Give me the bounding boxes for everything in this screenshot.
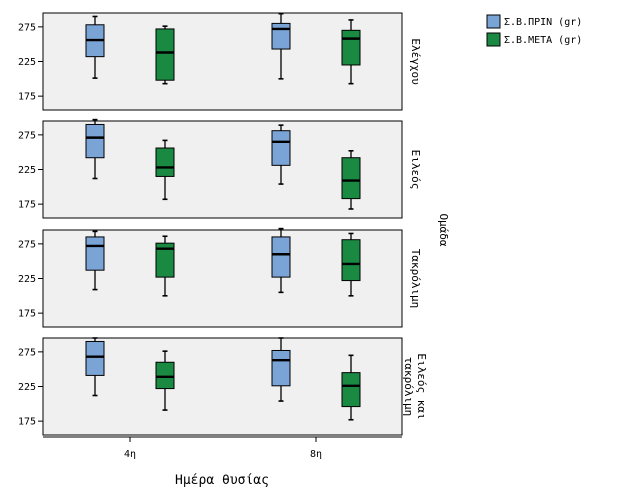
box-iqr	[85, 340, 105, 376]
facet-axis-title: Ομάδα	[437, 213, 450, 246]
y-tick-label: 225	[18, 57, 36, 68]
x-tick-label: 8η	[310, 449, 322, 460]
box-4-2-1	[271, 337, 291, 402]
box-iqr	[85, 123, 105, 159]
box-4-1-1	[85, 337, 105, 397]
box-3-1-2	[155, 235, 175, 297]
box-iqr	[155, 361, 175, 390]
panels-layer: 175 225 275 Ελέγχου 175 225 275 Ειλεός 175 225 275…	[18, 12, 428, 436]
box-iqr	[155, 147, 175, 177]
y-tick-label: 275	[18, 347, 36, 358]
y-tick-label: 225	[18, 274, 36, 285]
panel-3: 175 225 275 Τακρόλιμη	[18, 227, 422, 328]
x-axis: 4η 8η	[43, 436, 402, 460]
box-1-2-2	[341, 19, 361, 85]
box-iqr	[155, 28, 175, 81]
box-3-2-1	[271, 227, 291, 294]
box-iqr	[341, 239, 361, 282]
y-tick-label: 275	[18, 22, 36, 33]
panel-4: 175 225 275 Ειλεός καιτακρόλιμη	[18, 337, 428, 436]
facet-label: Ελέγχου	[409, 38, 422, 85]
box-1-1-1	[85, 15, 105, 79]
box-2-2-1	[271, 124, 291, 185]
legend-entry: Σ.Β.ΜΕΤΑ (gr)	[504, 35, 582, 46]
box-iqr	[85, 236, 105, 271]
y-tick-label: 275	[18, 130, 36, 141]
box-4-2-2	[341, 354, 361, 421]
x-tick-label: 4η	[124, 449, 136, 460]
box-4-1-2	[155, 350, 175, 411]
box-iqr	[271, 130, 291, 166]
y-tick-label: 225	[18, 165, 36, 176]
box-iqr	[341, 29, 361, 66]
y-tick-label: 175	[18, 309, 36, 320]
box-iqr	[341, 372, 361, 408]
facet-label: Τακρόλιμη	[409, 249, 422, 309]
legend: Σ.Β.ΠΡΙΝ (gr) Σ.Β.ΜΕΤΑ (gr)	[486, 14, 582, 47]
y-tick-label: 175	[18, 200, 36, 211]
box-iqr	[341, 157, 361, 200]
y-tick-label: 275	[18, 239, 36, 250]
legend-entry: Σ.Β.ΠΡΙΝ (gr)	[504, 17, 582, 28]
legend-swatch	[486, 14, 501, 29]
box-2-1-2	[155, 139, 175, 201]
y-tick-label: 175	[18, 92, 36, 103]
box-iqr	[271, 22, 291, 50]
box-1-1-2	[155, 25, 175, 85]
legend-swatch	[486, 32, 501, 47]
box-1-2-1	[271, 12, 291, 80]
box-3-2-2	[341, 232, 361, 297]
y-tick-label: 225	[18, 382, 36, 393]
facet-label: Ειλεός καιτακρόλιμη	[402, 353, 428, 419]
box-3-1-1	[85, 230, 105, 291]
y-tick-label: 175	[18, 417, 36, 428]
panel-1: 175 225 275 Ελέγχου	[18, 12, 422, 111]
box-iqr	[155, 242, 175, 278]
box-2-2-2	[341, 149, 361, 210]
facet-label: Ειλεός	[409, 150, 422, 190]
box-2-1-1	[85, 118, 105, 180]
x-axis-title: Ημέρα θυσίας	[175, 473, 269, 488]
box-iqr	[271, 236, 291, 278]
panel-2: 175 225 275 Ειλεός	[18, 118, 422, 219]
box-iqr	[271, 349, 291, 387]
